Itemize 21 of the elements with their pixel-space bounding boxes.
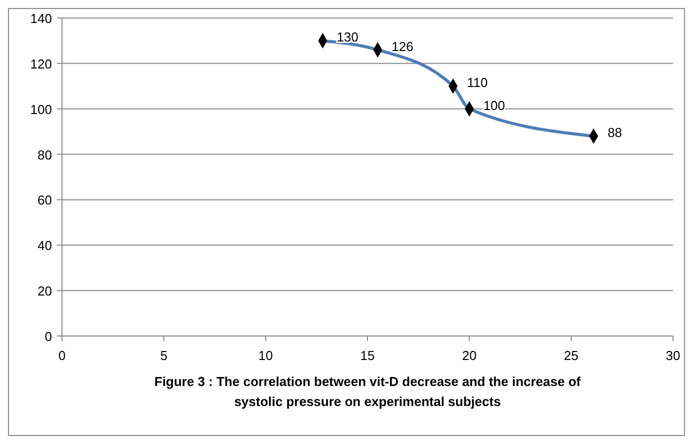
data-label: 110 — [467, 75, 488, 90]
text: Figure 3 : The correlation between vit-D decrease and the increase of systolic pressure on experimental subjects — [154, 374, 582, 409]
data-label: 126 — [392, 38, 414, 54]
x-tick-label: 25 — [564, 348, 578, 363]
y-tick-label: 100 — [30, 102, 52, 117]
x-tick-label: 30 — [666, 348, 680, 363]
y-tick-label: 80 — [38, 147, 52, 162]
x-tick-label: 15 — [360, 348, 375, 363]
x-tick-label: 20 — [462, 348, 477, 363]
data-label: 100 — [483, 98, 506, 113]
y-tick-label: 60 — [38, 192, 52, 208]
x-tick-label: 0 — [58, 348, 66, 363]
y-tick-label: 120 — [30, 56, 52, 72]
x-tick-label: 10 — [258, 348, 273, 363]
y-tick-label: 140 — [30, 11, 52, 26]
data-label: 130 — [336, 30, 358, 45]
data-label: 88 — [608, 125, 622, 140]
y-tick-label: 0 — [44, 329, 52, 344]
y-tick-label: 40 — [38, 238, 52, 254]
x-tick-label: 5 — [160, 348, 168, 363]
y-tick-label: 20 — [38, 284, 52, 299]
